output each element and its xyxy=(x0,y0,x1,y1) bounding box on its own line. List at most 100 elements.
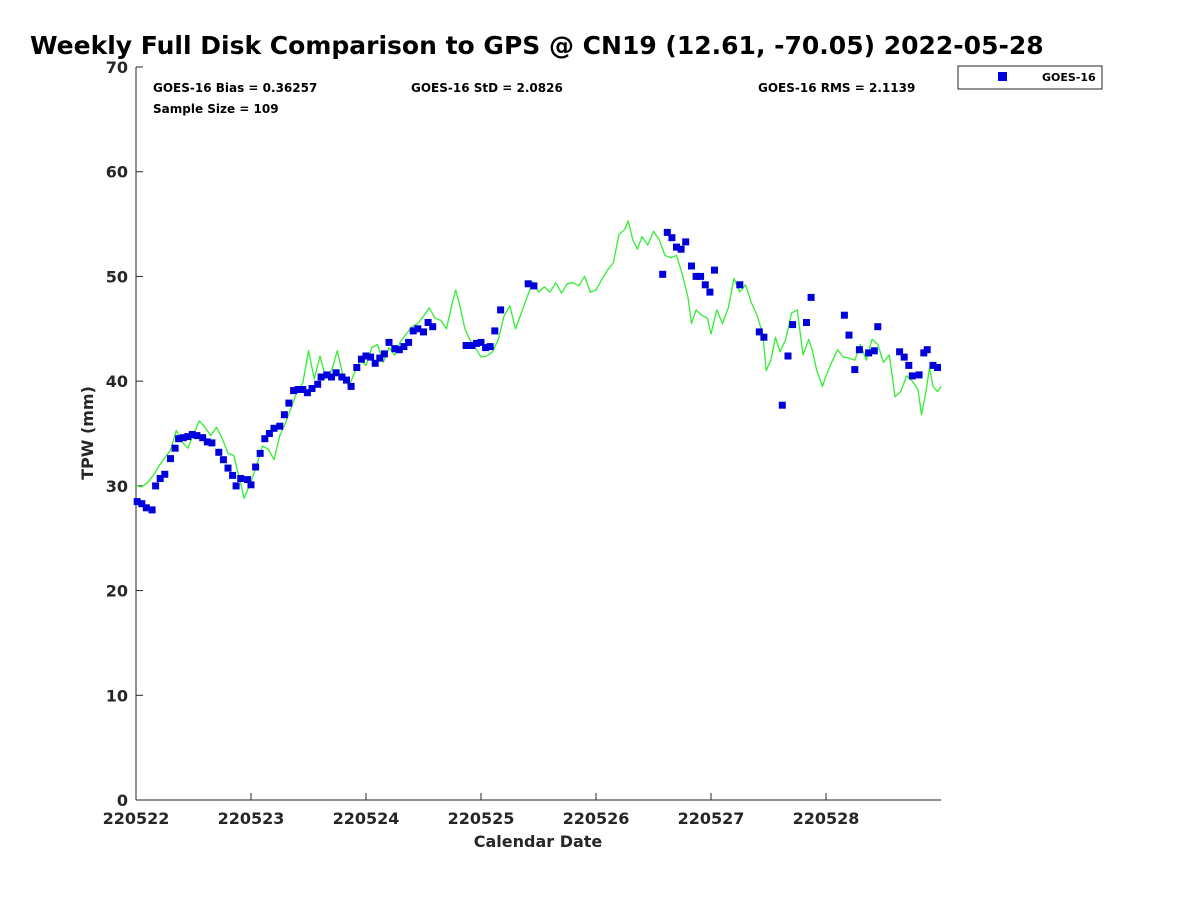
goes16-data-point xyxy=(688,262,695,270)
goes16-data-point xyxy=(229,471,237,479)
goes16-data-point xyxy=(692,272,700,280)
goes16-data-point xyxy=(900,353,908,361)
goes16-data-point xyxy=(232,482,240,490)
goes16-data-point xyxy=(252,463,260,471)
goes16-data-point xyxy=(874,323,882,331)
goes16-data-point xyxy=(193,432,201,440)
goes16-data-point xyxy=(915,371,923,379)
goes16-data-point xyxy=(161,470,169,478)
goes16-data-point xyxy=(896,348,904,356)
goes16-data-point xyxy=(934,364,941,371)
goes16-data-point xyxy=(179,434,187,442)
goes16-data-point xyxy=(276,422,284,430)
goes16-data-point xyxy=(367,353,375,361)
goes16-data-point xyxy=(865,349,873,357)
goes16-data-point xyxy=(677,245,685,253)
goes16-data-point xyxy=(237,475,245,482)
goes16-data-point xyxy=(429,323,437,331)
goes16-data-point xyxy=(371,359,379,367)
goes16-data-point xyxy=(380,350,388,358)
goes16-data-point xyxy=(803,319,810,326)
goes16-data-point xyxy=(203,438,211,446)
goes16-data-point xyxy=(706,288,714,296)
goes16-data-point xyxy=(280,411,288,419)
goes16-data-point xyxy=(905,361,913,369)
goes16-data-point xyxy=(215,448,223,456)
goes16-data-point xyxy=(405,338,413,346)
y-tick-label: 50 xyxy=(106,267,128,286)
goes16-data-point xyxy=(673,243,680,251)
goes16-data-point xyxy=(385,338,393,346)
goes16-data-point xyxy=(224,464,232,472)
goes16-data-point xyxy=(270,424,278,432)
goes16-data-point xyxy=(663,228,671,236)
goes16-data-point xyxy=(420,328,427,336)
y-tick-label: 10 xyxy=(106,686,128,705)
goes16-data-point xyxy=(323,371,331,379)
x-tick-label: 220522 xyxy=(103,809,170,828)
goes16-data-point xyxy=(395,346,403,354)
goes16-data-point xyxy=(697,272,705,280)
goes16-data-point xyxy=(299,386,307,393)
goes16-data-point xyxy=(524,280,532,288)
goes16-data-point xyxy=(923,346,931,354)
y-axis-label: TPW (mm) xyxy=(78,386,97,480)
stat-std: GOES-16 StD = 2.0826 xyxy=(411,81,563,95)
x-axis-label: Calendar Date xyxy=(474,832,603,851)
goes16-data-point xyxy=(376,354,384,362)
goes16-data-point xyxy=(468,342,476,349)
stat-rms: GOES-16 RMS = 2.1139 xyxy=(758,81,915,95)
goes16-data-point xyxy=(152,482,160,490)
goes16-data-point xyxy=(148,506,156,514)
goes16-data-point xyxy=(807,293,815,301)
goes16-data-point xyxy=(851,366,859,374)
goes16-data-point xyxy=(353,364,361,371)
goes16-data-point xyxy=(530,282,538,290)
goes16-data-point xyxy=(156,475,164,482)
goes16-data-point xyxy=(171,444,179,452)
stat-sample-size: Sample Size = 109 xyxy=(153,102,279,116)
legend-box xyxy=(957,65,1103,90)
x-tick-label: 220528 xyxy=(793,809,860,828)
goes16-data-point xyxy=(303,389,311,397)
y-tick-label: 20 xyxy=(106,582,128,601)
goes16-data-point xyxy=(314,380,322,388)
goes16-data-point xyxy=(265,430,273,437)
goes16-data-point xyxy=(244,476,252,484)
goes16-data-point xyxy=(343,376,350,384)
goes16-data-point xyxy=(332,369,340,377)
goes16-data-point xyxy=(400,343,408,351)
goes16-data-point xyxy=(294,386,302,393)
goes16-data-point xyxy=(247,481,255,489)
goes16-data-point xyxy=(357,355,365,363)
goes16-data-point xyxy=(338,373,346,381)
goes16-data-point xyxy=(778,401,786,409)
goes16-data-point xyxy=(789,321,797,329)
goes16-data-point xyxy=(308,385,316,392)
goes16-data-point xyxy=(755,328,763,336)
goes16-data-point xyxy=(133,498,141,506)
goes16-data-point xyxy=(175,435,183,443)
x-tick-label: 220525 xyxy=(448,809,515,828)
goes16-data-point xyxy=(472,339,480,347)
goes16-data-point xyxy=(908,372,916,380)
goes16-data-point xyxy=(870,347,878,355)
y-tick-label: 0 xyxy=(117,791,128,810)
goes16-data-point xyxy=(424,319,432,326)
goes16-data-point xyxy=(188,431,196,438)
goes16-data-point xyxy=(668,234,676,242)
goes16-data-point xyxy=(362,352,370,360)
goes16-data-point xyxy=(760,333,768,341)
x-tick-label: 220526 xyxy=(563,809,630,828)
goes16-data-point xyxy=(482,344,490,352)
goes16-data-point xyxy=(840,311,848,319)
goes16-data-point xyxy=(486,343,494,351)
y-tick-label: 40 xyxy=(106,372,128,391)
goes16-data-point xyxy=(142,504,150,512)
y-ticks: 0 10 20 30 40 50 60 70 xyxy=(106,58,143,810)
y-tick-label: 60 xyxy=(106,163,128,182)
goes16-data-point xyxy=(659,270,667,278)
goes16-data-point xyxy=(167,455,174,463)
